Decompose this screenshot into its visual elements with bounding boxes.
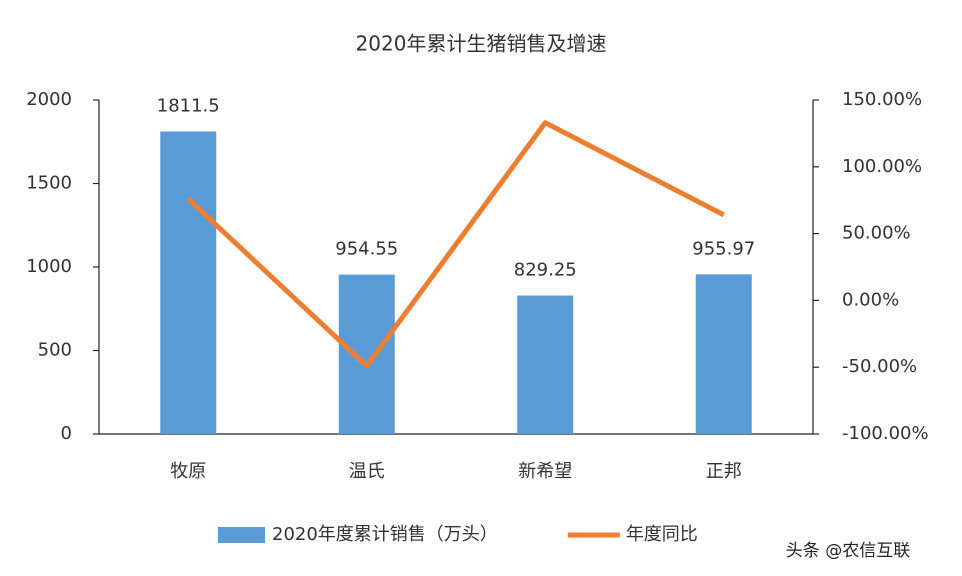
value-label: 955.97 [692, 238, 755, 259]
bar [517, 295, 574, 434]
x-tick-label: 新希望 [518, 461, 572, 482]
bar [160, 131, 217, 435]
watermark: 头条 @农信互联 [786, 541, 910, 561]
value-label: 829.25 [514, 260, 577, 281]
y-tick-label: 1500 [26, 173, 72, 194]
y-tick-label: 0 [61, 423, 72, 444]
x-tick-label: 牧原 [170, 461, 206, 482]
y2-tick-label: 150.00% [842, 89, 922, 110]
legend-label: 2020年度累计销售（万头） [272, 524, 498, 545]
y2-tick-label: -50.00% [842, 356, 917, 377]
y2-tick-label: 100.00% [842, 156, 922, 177]
x-tick-label: 正邦 [706, 461, 742, 482]
x-tick-label: 温氏 [349, 461, 385, 482]
chart-title: 2020年累计生猪销售及增速 [356, 32, 607, 56]
bar [338, 274, 395, 434]
legend-label: 年度同比 [626, 524, 698, 545]
y-tick-label: 500 [38, 340, 72, 361]
value-label: 954.55 [335, 239, 398, 260]
y2-tick-label: -100.00% [842, 423, 929, 444]
bar [695, 274, 752, 434]
value-label: 1811.5 [157, 95, 220, 116]
y-tick-label: 1000 [26, 256, 72, 277]
y2-tick-label: 0.00% [842, 289, 899, 310]
line [186, 120, 725, 369]
y2-tick-label: 50.00% [842, 223, 911, 244]
y-tick-label: 2000 [26, 89, 72, 110]
legend-swatch [218, 527, 265, 543]
